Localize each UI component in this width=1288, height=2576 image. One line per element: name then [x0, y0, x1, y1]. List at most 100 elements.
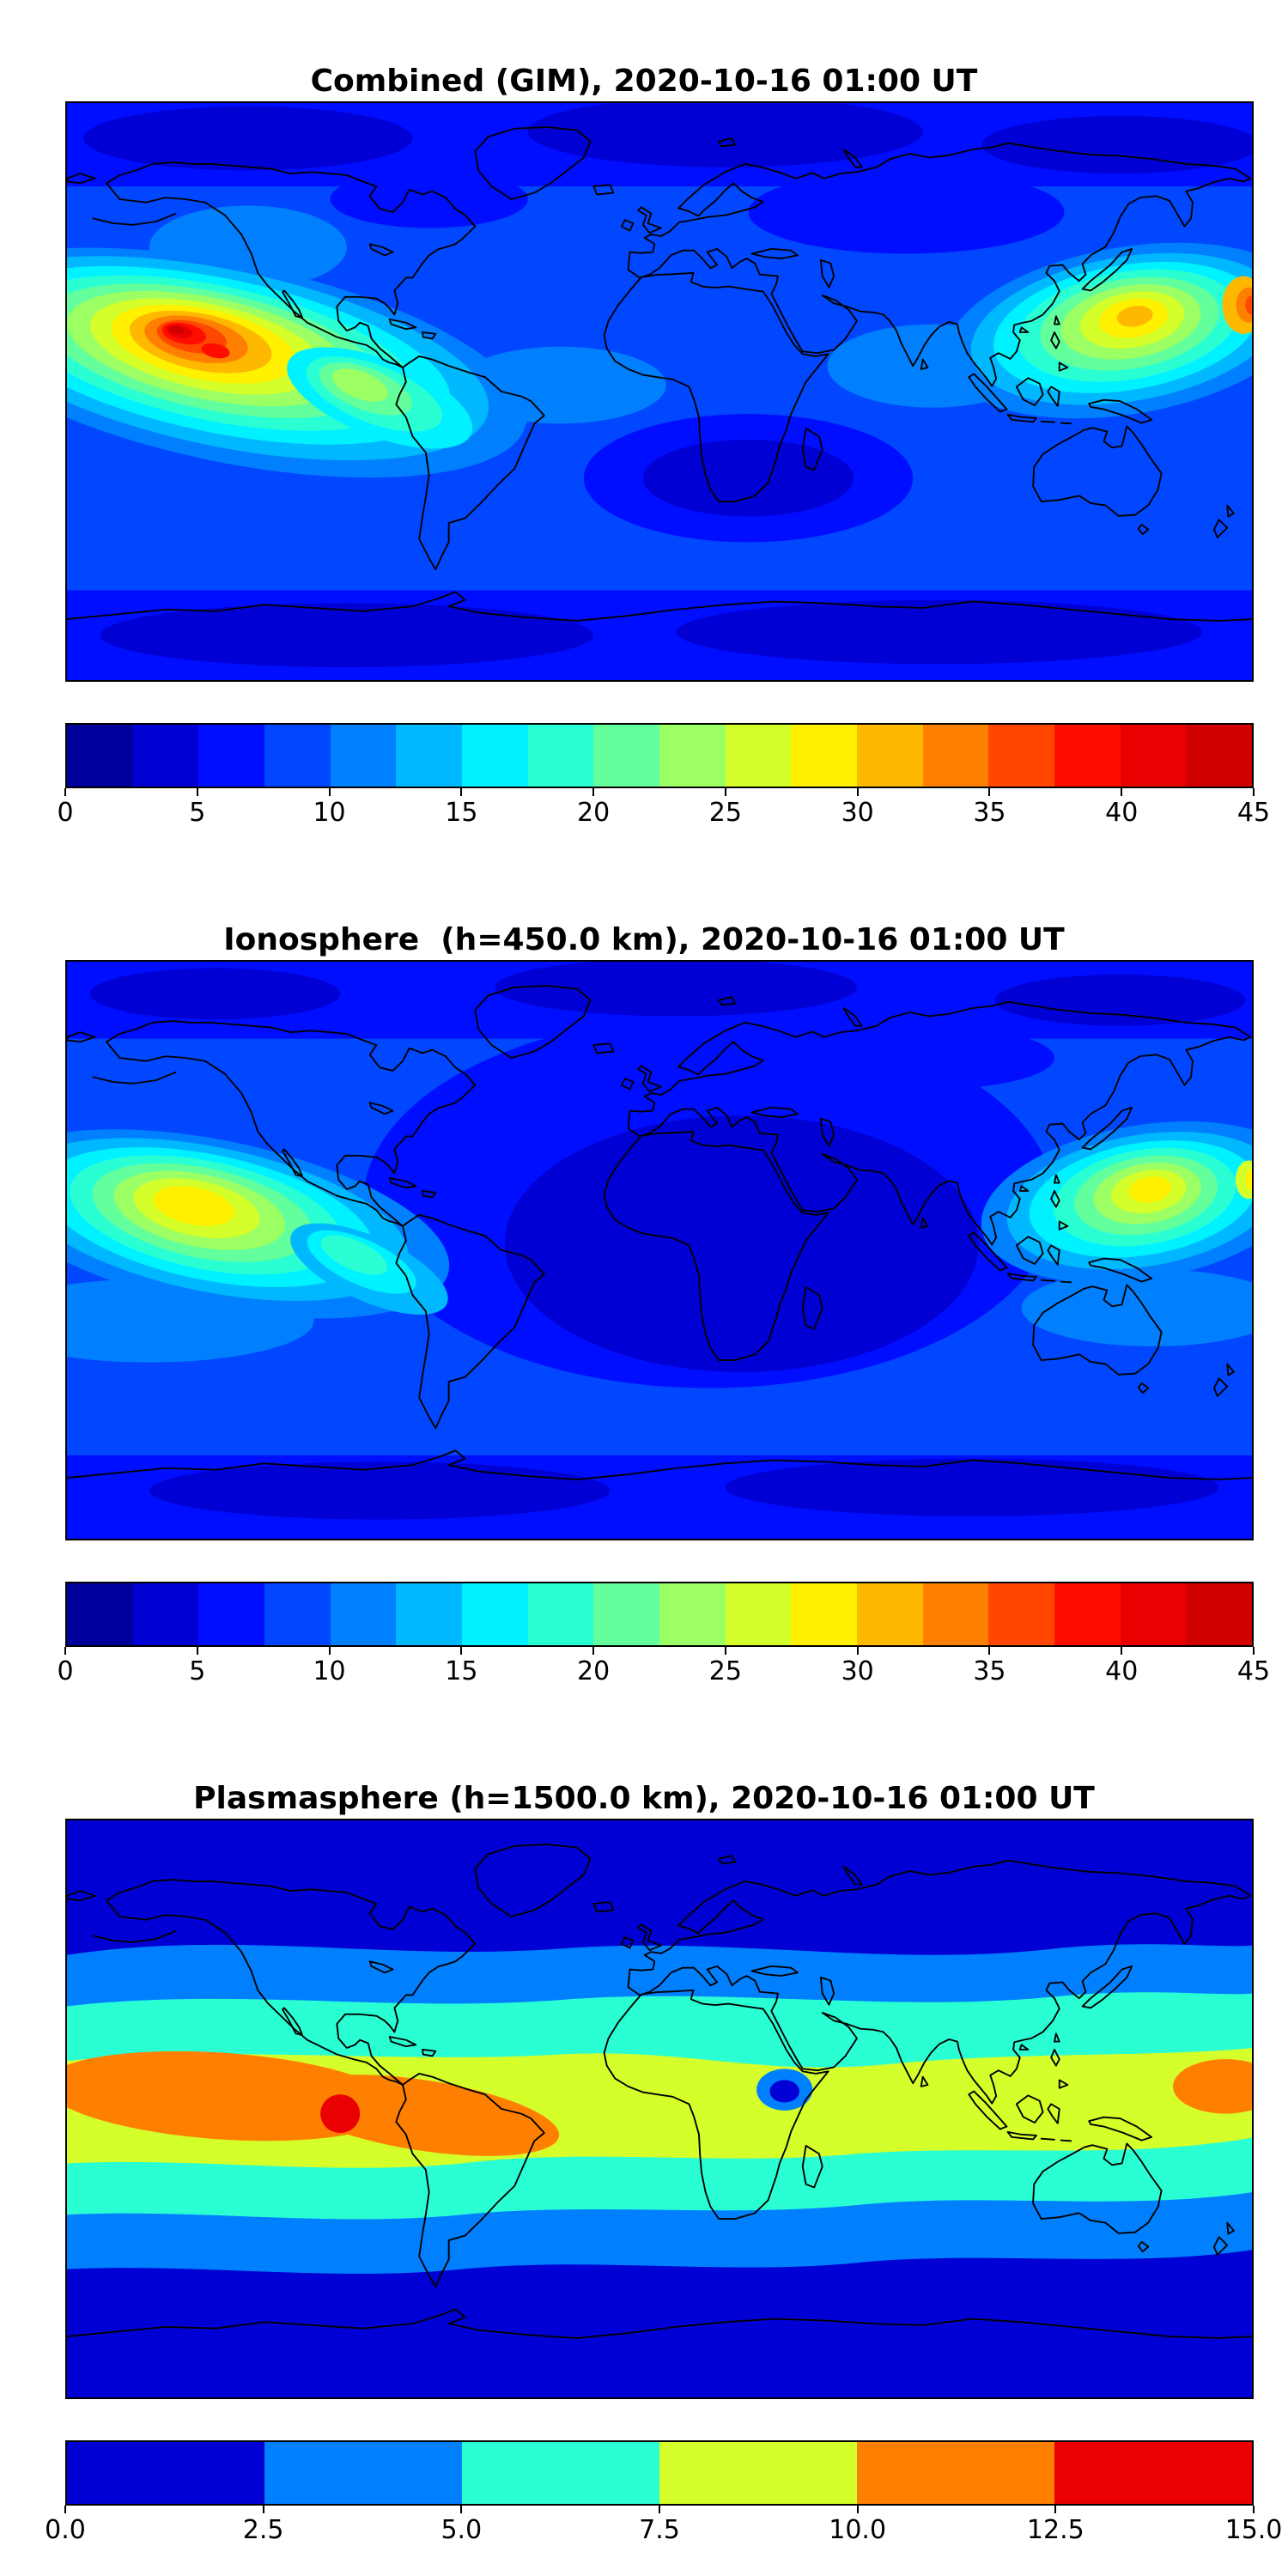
colorbar-segment [857, 725, 923, 787]
colorbar-tick-label: 0.0 [45, 2515, 86, 2545]
colorbar-tick-mark [659, 2506, 660, 2513]
colorbar-segment [527, 1583, 594, 1645]
colorbar-segment [659, 2442, 857, 2504]
hotspot-west-pacific-edge [1235, 1160, 1252, 1200]
colorbar-tick-label: 45 [1236, 1656, 1271, 1686]
colorbar-segment [198, 725, 265, 787]
colorbar-segment [1120, 1583, 1187, 1645]
colorbar-segment [1186, 1583, 1253, 1645]
colorbar-segment [264, 725, 331, 787]
map-ionosphere [65, 960, 1254, 1540]
colorbar-tick-mark [592, 1647, 595, 1655]
colorbar-segment [67, 1583, 133, 1645]
colorbar-segment [659, 725, 726, 787]
colorbar-segment [1054, 725, 1121, 787]
colorbar-segment [132, 725, 199, 787]
colorbar-tick-label: 10 [313, 1656, 346, 1686]
colorbar-segment [1054, 1583, 1121, 1645]
colorbar-tick-mark [64, 2506, 66, 2513]
colorbar-segment [725, 1583, 792, 1645]
colorbar-tick-mark [988, 788, 991, 796]
hotspot-west-pacific-edge [1222, 276, 1252, 334]
colorbar-tick-label: 15.0 [1224, 2515, 1283, 2545]
south-indian-low [583, 414, 914, 543]
colorbar-tick-label: 30 [841, 1656, 874, 1686]
colorbar-segment [1186, 725, 1253, 787]
panel-title: Plasmasphere (h=1500.0 km), 2020-10-16 0… [193, 1780, 1095, 1816]
colorbar-tick-mark [64, 788, 66, 796]
colorbar-tick-label: 35 [973, 798, 1006, 828]
colorbar-tick-mark [262, 2506, 264, 2513]
colorbar-segment [988, 1583, 1055, 1645]
colorbar-tick-label: 5 [189, 1656, 206, 1686]
panel-title: Combined (GIM), 2020-10-16 01:00 UT [310, 63, 978, 99]
hotspot-pacific [67, 1129, 450, 1319]
colorbar-segment [1054, 2442, 1252, 2504]
colorbar-tick-mark [724, 1647, 726, 1655]
colorbar-tick-label: 7.5 [639, 2515, 680, 2545]
hotspot-east-asia [945, 242, 1252, 419]
colorbar-segment [132, 1583, 199, 1645]
colorbar-tick-label: 25 [708, 798, 742, 828]
colorbar-tick-label: 0 [57, 798, 74, 828]
colorbar-segment [198, 1583, 265, 1645]
contour-fill-layer [67, 103, 1252, 680]
colorbar-segment [527, 725, 594, 787]
colorbar-tick-labels: 0 5 10 15 20 25 30 35 40 45 [57, 1647, 1270, 1693]
antarctic-low-band [67, 1455, 1252, 1539]
colorbar-tick-mark [328, 1647, 331, 1655]
colorbar-tick-mark [1253, 2506, 1255, 2513]
colorbar-segment [67, 2442, 264, 2504]
colorbar-segment [659, 1583, 726, 1645]
colorbar-tick-label: 12.5 [1026, 2515, 1084, 2545]
map-plasmasphere [65, 1819, 1254, 2399]
contour-fill-layer [67, 1820, 1252, 2397]
colorbar-tick-label: 15 [445, 798, 478, 828]
colorbar-segment [462, 1583, 528, 1645]
colorbar [65, 723, 1254, 788]
colorbar-segment [462, 725, 528, 787]
colorbar-tick-label: 20 [577, 1656, 611, 1686]
colorbar-tick-mark [1121, 1647, 1123, 1655]
colorbar-tick-label: 2.5 [242, 2515, 284, 2545]
arctic-low-band [67, 962, 1252, 1091]
east-africa-depletion [756, 2069, 813, 2111]
colorbar-tick-mark [196, 1647, 198, 1655]
map-combined-gim [65, 101, 1254, 682]
colorbar-segment [857, 1583, 923, 1645]
colorbar-tick-label: 10 [313, 798, 346, 828]
africa-indian-low [363, 1016, 1054, 1388]
colorbar-segment [264, 2442, 462, 2504]
colorbar-segment [1120, 725, 1187, 787]
hotspot-pacific-tail [287, 347, 473, 449]
colorbar-tick-labels: 0.0 2.5 5.0 7.5 10.0 12.5 15.0 [45, 2506, 1282, 2552]
colorbar-segment [264, 1583, 331, 1645]
colorbar-segment [396, 1583, 463, 1645]
belt-band-orange [67, 2050, 1252, 2156]
colorbar-segment [593, 1583, 660, 1645]
colorbar-segment [593, 725, 660, 787]
colorbar-tick-label: 10.0 [829, 2515, 887, 2545]
panel-combined-gim: Combined (GIM), 2020-10-16 01:00 UT [0, 0, 1288, 859]
colorbar-tick-mark [1253, 1647, 1255, 1655]
hotspot-east-asia [981, 1121, 1252, 1283]
colorbar-tick-mark [460, 788, 463, 796]
hotspot-pacific-tail [290, 1223, 448, 1315]
tec-map-svg [67, 962, 1252, 1539]
colorbar-tick-mark [856, 788, 859, 796]
colorbar-segment [462, 2442, 659, 2504]
colorbar-tick-mark [988, 1647, 991, 1655]
colorbar-tick-mark [328, 788, 331, 796]
colorbar-segment [67, 725, 133, 787]
colorbar-tick-mark [592, 788, 595, 796]
colorbar-segment [330, 725, 397, 787]
colorbar-tick-label: 15 [445, 1656, 478, 1686]
colorbar-tick-mark [1121, 788, 1123, 796]
colorbar-tick-mark [1054, 2506, 1057, 2513]
colorbar-segment [396, 725, 463, 787]
colorbar-segment [922, 1583, 989, 1645]
tec-map-svg [67, 103, 1252, 680]
colorbar-segment [330, 1583, 397, 1645]
colorbar-tick-label: 35 [973, 1656, 1006, 1686]
colorbar-tick-label: 0 [57, 1656, 74, 1686]
